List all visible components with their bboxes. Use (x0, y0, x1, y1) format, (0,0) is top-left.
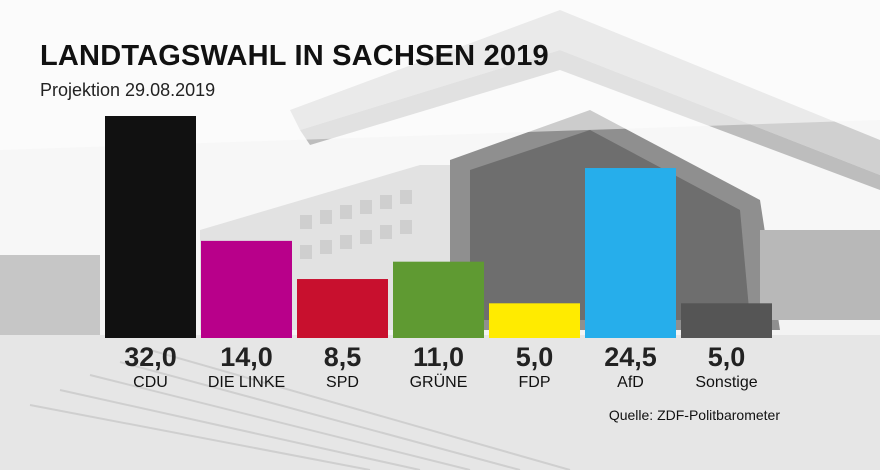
bar-fdp (489, 303, 580, 338)
category-label-afd: AfD (617, 374, 644, 391)
category-label-sonstige: Sonstige (695, 374, 757, 391)
bar-afd (585, 168, 676, 338)
value-label-gr-ne: 11,0 (413, 342, 464, 372)
category-label-cdu: CDU (133, 374, 168, 391)
value-label-fdp: 5,0 (516, 342, 554, 372)
category-label-gr-ne: GRÜNE (410, 373, 468, 391)
category-label-fdp: FDP (519, 374, 551, 391)
value-label-afd: 24,5 (604, 342, 657, 372)
chart-title: LANDTAGSWAHL IN SACHSEN 2019 (40, 40, 549, 72)
category-label-spd: SPD (326, 374, 359, 391)
source-note: Quelle: ZDF-Politbarometer (608, 407, 780, 423)
bar-sonstige (681, 303, 772, 338)
value-label-sonstige: 5,0 (708, 342, 746, 372)
chart-subtitle: Projektion 29.08.2019 (40, 80, 216, 100)
bar-gr-ne (393, 261, 484, 338)
value-label-cdu: 32,0 (124, 342, 177, 372)
bar-cdu (105, 116, 196, 338)
category-label-die-linke: DIE LINKE (208, 374, 285, 391)
value-label-spd: 8,5 (324, 342, 362, 372)
bar-die-linke (201, 240, 292, 338)
bar-spd (297, 279, 388, 338)
value-label-die-linke: 14,0 (220, 342, 273, 372)
